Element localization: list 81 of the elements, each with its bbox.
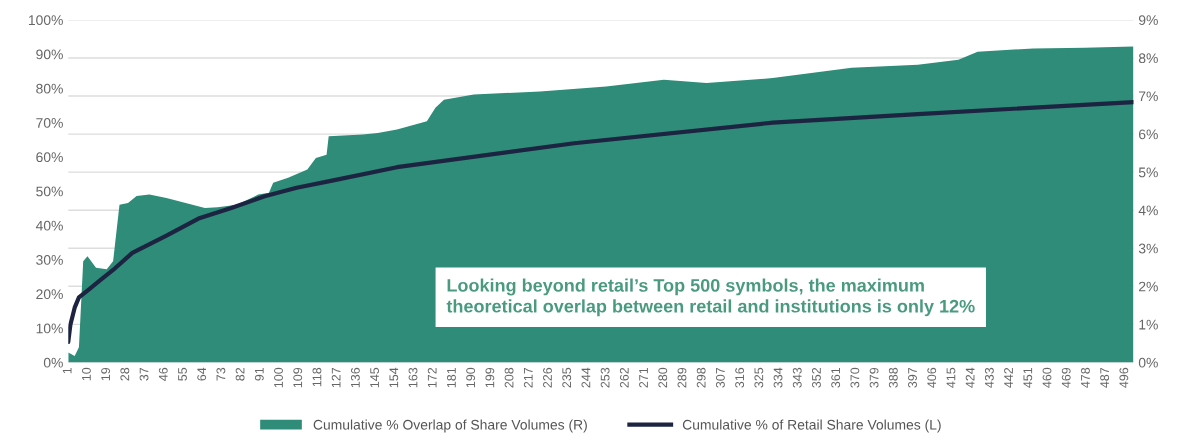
legend-label: Cumulative % Overlap of Share Volumes (R) bbox=[313, 419, 587, 433]
x-tick-label: 325 bbox=[754, 367, 764, 388]
x-tick-label: 289 bbox=[677, 367, 687, 388]
x-tick-label: 109 bbox=[293, 367, 303, 388]
x-tick-label: 478 bbox=[1080, 367, 1090, 388]
x-tick-label: 343 bbox=[792, 367, 802, 388]
x-tick-label: 37 bbox=[139, 367, 149, 381]
x-tick-label: 172 bbox=[427, 367, 437, 388]
y-tick-label: 100% bbox=[28, 15, 63, 26]
x-tick-label: 55 bbox=[178, 367, 187, 381]
x-tick-label: 451 bbox=[1023, 367, 1033, 388]
x-tick-label: 163 bbox=[408, 367, 418, 388]
x-tick-label: 154 bbox=[389, 367, 399, 388]
x-tick-label: 271 bbox=[639, 367, 648, 388]
x-tick-label: 100 bbox=[274, 367, 283, 388]
y-tick-label: 0% bbox=[43, 357, 63, 368]
x-tick-label: 352 bbox=[812, 367, 821, 388]
annotation: Looking beyond retail’s Top 500 symbols, the maximum theoretical overlap between retail and institutions is only 12% bbox=[446, 278, 975, 317]
x-tick-label: 469 bbox=[1061, 367, 1071, 388]
x-tick-label: 442 bbox=[1004, 367, 1013, 388]
x-tick-label: 82 bbox=[235, 367, 245, 381]
x-tick-label: 181 bbox=[447, 367, 456, 388]
x-tick-label: 235 bbox=[562, 367, 572, 388]
y2-tick-label: 4% bbox=[1138, 205, 1158, 216]
x-tick-label: 145 bbox=[370, 367, 380, 388]
x-tick-label: 424 bbox=[965, 367, 975, 388]
y-tick-label: 50% bbox=[36, 186, 63, 197]
y2-tick-label: 9% bbox=[1138, 15, 1158, 26]
x-tick-label: 136 bbox=[350, 367, 360, 388]
x-tick-label: 46 bbox=[158, 367, 168, 381]
x-tick-label: 226 bbox=[543, 367, 552, 388]
x-tick-label: 496 bbox=[1119, 367, 1129, 388]
y-tick-label: 60% bbox=[36, 152, 63, 163]
x-tick-label: 460 bbox=[1042, 367, 1052, 388]
x-tick-label: 316 bbox=[735, 367, 745, 388]
x-tick-label: 298 bbox=[696, 367, 706, 388]
x-tick-label: 127 bbox=[331, 367, 341, 388]
x-tick-label: 361 bbox=[831, 367, 841, 388]
x-tick-label: 388 bbox=[888, 367, 898, 388]
x-tick-label: 19 bbox=[101, 367, 111, 381]
x-tick-label: 415 bbox=[946, 367, 956, 388]
legend-label: Cumulative % of Retail Share Volumes (L) bbox=[682, 419, 941, 433]
y2-tick-label: 2% bbox=[1139, 281, 1158, 292]
x-tick-label: 91 bbox=[254, 367, 264, 381]
x-tick-label: 334 bbox=[773, 367, 783, 388]
y-tick-label: 80% bbox=[36, 83, 63, 94]
y2-tick-label: 3% bbox=[1138, 243, 1158, 254]
x-tick-label: 244 bbox=[581, 367, 591, 388]
y-tick-label: 90% bbox=[36, 49, 63, 60]
x-tick-label: 190 bbox=[466, 367, 476, 388]
x-tick-label: 487 bbox=[1100, 367, 1110, 388]
x-tick-label: 199 bbox=[485, 367, 495, 388]
x-tick-label: 397 bbox=[908, 367, 917, 388]
line-series bbox=[68, 100, 1134, 344]
x-tick-label: 73 bbox=[216, 367, 226, 381]
y2-tick-label: 1% bbox=[1139, 319, 1158, 330]
x-tick-label: 406 bbox=[927, 367, 937, 388]
x-tick-label: 208 bbox=[504, 367, 514, 388]
x-tick-label: 64 bbox=[197, 367, 207, 381]
y2-tick-label: 6% bbox=[1139, 129, 1158, 140]
y-tick-label: 10% bbox=[36, 323, 63, 334]
x-tick-label: 28 bbox=[120, 367, 130, 381]
x-tick-label: 370 bbox=[850, 367, 860, 388]
x-tick-label: 262 bbox=[619, 367, 629, 388]
y2-tick-label: 7% bbox=[1139, 91, 1158, 102]
x-tick-label: 118 bbox=[312, 367, 322, 387]
x-tick-label: 280 bbox=[658, 367, 668, 388]
x-tick-label: 1 bbox=[62, 367, 72, 374]
y-tick-label: 70% bbox=[36, 117, 63, 128]
y-tick-label: 20% bbox=[36, 289, 63, 300]
y2-tick-label: 5% bbox=[1138, 167, 1158, 178]
x-tick-label: 217 bbox=[523, 367, 533, 388]
y2-tick-label: 8% bbox=[1138, 53, 1158, 64]
x-tick-label: 379 bbox=[869, 367, 879, 388]
x-tick-label: 253 bbox=[600, 367, 610, 388]
y-tick-label: 40% bbox=[35, 220, 63, 231]
x-tick-label: 307 bbox=[715, 367, 725, 388]
x-tick-label: 433 bbox=[984, 367, 994, 388]
x-tick-label: 10 bbox=[81, 367, 91, 381]
y2-tick-label: 0% bbox=[1138, 357, 1158, 368]
y-tick-label: 30% bbox=[36, 255, 63, 265]
